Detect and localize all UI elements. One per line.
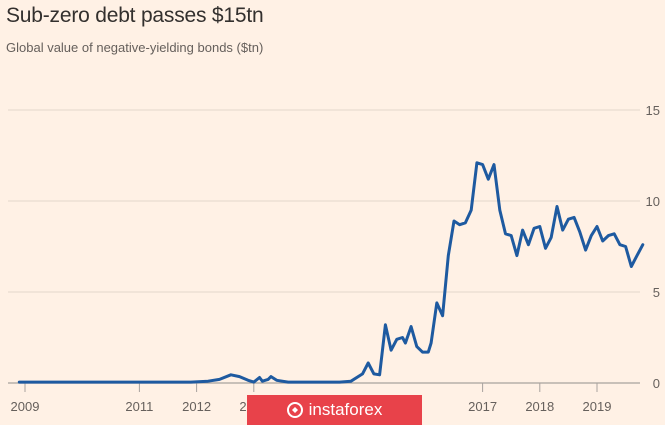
chart-title: Sub-zero debt passes $15tn: [6, 4, 264, 27]
x-tick-label: 2017: [468, 399, 497, 414]
y-tick-label: 5: [653, 285, 660, 300]
y-tick-label: 15: [646, 103, 660, 118]
y-tick-label: 10: [646, 194, 660, 209]
chart-subtitle: Global value of negative-yielding bonds …: [6, 40, 264, 55]
x-tick-label: 2009: [11, 399, 40, 414]
series-group: [17, 161, 645, 384]
x-tick-label: 2012: [182, 399, 211, 414]
x-tick-label: 2011: [125, 399, 153, 414]
watermark-banner: instaforex: [247, 395, 422, 425]
series-line: [17, 161, 645, 384]
y-tick-label: 0: [653, 376, 660, 391]
watermark-text: instaforex: [308, 400, 383, 419]
instaforex-logo-icon: [286, 402, 303, 418]
x-tick-label: 2019: [583, 399, 612, 414]
x-tick-label: 2018: [525, 399, 554, 414]
y-axis-ticks: 0 5 10 15: [646, 103, 660, 391]
